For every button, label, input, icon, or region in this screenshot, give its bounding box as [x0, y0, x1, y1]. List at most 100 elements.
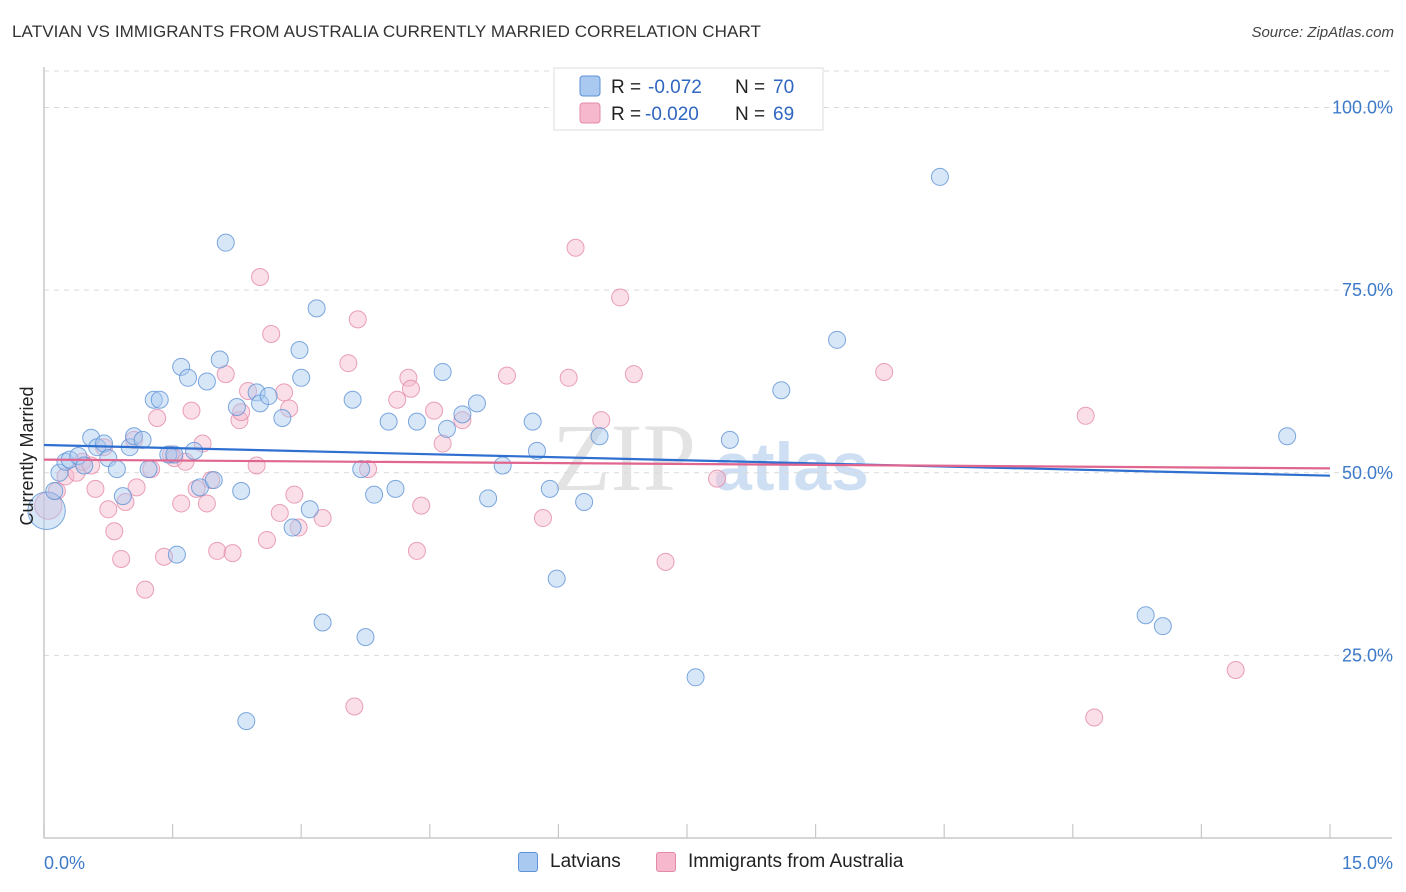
latvians-point	[352, 460, 371, 479]
latvians-point	[273, 408, 292, 427]
latvians-point	[159, 445, 178, 464]
latvians-point	[283, 518, 302, 537]
x-tick-label: 15.0%	[1342, 853, 1393, 873]
latvians-point	[237, 712, 256, 731]
australia-point	[875, 362, 894, 381]
latvians-point	[307, 299, 326, 318]
latvians-point	[1136, 606, 1155, 625]
legend-r-label: R =	[611, 77, 641, 98]
australia-point	[86, 479, 105, 498]
latvians-point	[1278, 427, 1297, 446]
latvians-point	[133, 430, 152, 449]
latvians-point	[575, 492, 594, 511]
latvians-point	[343, 390, 362, 409]
latvians-point	[95, 434, 114, 453]
latvians-point	[167, 545, 186, 564]
australia-point	[708, 469, 727, 488]
latvians-point	[227, 398, 246, 417]
australia-point	[1076, 406, 1095, 425]
trend-lines	[43, 443, 1331, 477]
australia-point	[247, 456, 266, 475]
latvians-point	[365, 485, 384, 504]
latvians-point	[493, 456, 512, 475]
latvians-point	[216, 233, 235, 252]
latvians-point	[139, 460, 158, 479]
latvians-point	[828, 330, 847, 349]
latvians-point	[547, 569, 566, 588]
legend-item-latvians[interactable]: Latvians	[518, 851, 621, 873]
latvians-point	[247, 383, 266, 402]
australia-point	[348, 310, 367, 329]
latvians-point	[540, 479, 559, 498]
latvians-point	[720, 430, 739, 449]
australia-point	[289, 518, 308, 537]
australia-point	[497, 366, 516, 385]
legend-r-label: R =	[611, 104, 641, 125]
legend-item-australia[interactable]: Immigrants from Australia	[656, 851, 903, 873]
legend-swatch-australia	[656, 852, 676, 872]
y-tick-label: 50.0%	[1342, 463, 1393, 483]
australia-point	[251, 267, 270, 286]
latvians-point	[292, 368, 311, 387]
australia-point	[359, 460, 378, 479]
latvians-point	[150, 390, 169, 409]
latvians-point	[232, 482, 251, 501]
latvians-point	[772, 381, 791, 400]
legend-swatch-australia	[579, 102, 601, 124]
legend-swatch-latvians	[518, 852, 538, 872]
australia-point	[433, 434, 452, 453]
legend-r-value-latvians: -0.072	[648, 77, 702, 98]
australia-point	[99, 500, 118, 519]
latvians-point	[290, 341, 309, 360]
australia-point	[399, 368, 418, 387]
australia-point	[339, 354, 358, 373]
australia-point	[407, 541, 426, 560]
australia-point	[280, 399, 299, 418]
latvians-point	[125, 427, 144, 446]
legend-n-label: N =	[735, 104, 765, 125]
axes	[43, 67, 1392, 839]
latvians-point	[113, 487, 132, 506]
latvians-point	[165, 445, 184, 464]
australia-point	[270, 503, 289, 522]
stats-legend: R = -0.072 N = 70 R = -0.020 N = 69	[553, 67, 824, 131]
latvians-point	[386, 479, 405, 498]
latvians-point	[259, 387, 278, 406]
legend-n-value-latvians: 70	[773, 77, 794, 98]
australia-point	[112, 549, 131, 568]
y-axis-label: Currently Married	[17, 386, 37, 525]
latvians-point	[27, 491, 66, 530]
australia-point	[425, 401, 444, 420]
australia-points	[34, 238, 1245, 727]
australia-point	[105, 522, 124, 541]
latvians-point	[144, 390, 163, 409]
australia-point	[401, 379, 420, 398]
y-tick-label: 25.0%	[1342, 645, 1393, 665]
legend-swatch-latvians	[579, 75, 601, 97]
australia-point	[257, 530, 276, 549]
australia-point	[262, 324, 281, 343]
grid	[44, 70, 1392, 656]
australia-point	[453, 411, 472, 430]
latvians-point	[313, 613, 332, 632]
latvians-point	[210, 350, 229, 369]
australia-point	[592, 411, 611, 430]
latvians-point	[523, 412, 542, 431]
australia-point	[624, 365, 643, 384]
australia-point	[208, 541, 227, 560]
australia-point	[566, 238, 585, 257]
latvians-point	[686, 668, 705, 687]
latvians-point	[107, 460, 126, 479]
watermark-atlas: atlas	[714, 429, 869, 505]
australia-point	[136, 580, 155, 599]
australia-point	[275, 383, 294, 402]
latvians-point	[479, 489, 498, 508]
latvians-point	[379, 412, 398, 431]
latvians-point	[437, 419, 456, 438]
latvians-point	[453, 405, 472, 424]
latvians-point	[50, 463, 69, 482]
latvians-point	[179, 368, 198, 387]
australia-point	[223, 544, 242, 563]
legend-n-label: N =	[735, 77, 765, 98]
